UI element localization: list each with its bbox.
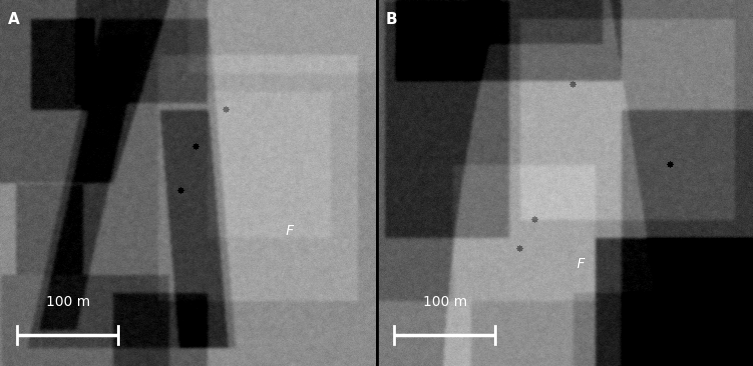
Text: F: F: [285, 224, 294, 238]
Text: A: A: [8, 12, 20, 27]
Text: B: B: [386, 12, 397, 27]
Text: 100 m: 100 m: [45, 295, 90, 309]
Text: 100 m: 100 m: [422, 295, 467, 309]
Text: F: F: [576, 257, 584, 270]
